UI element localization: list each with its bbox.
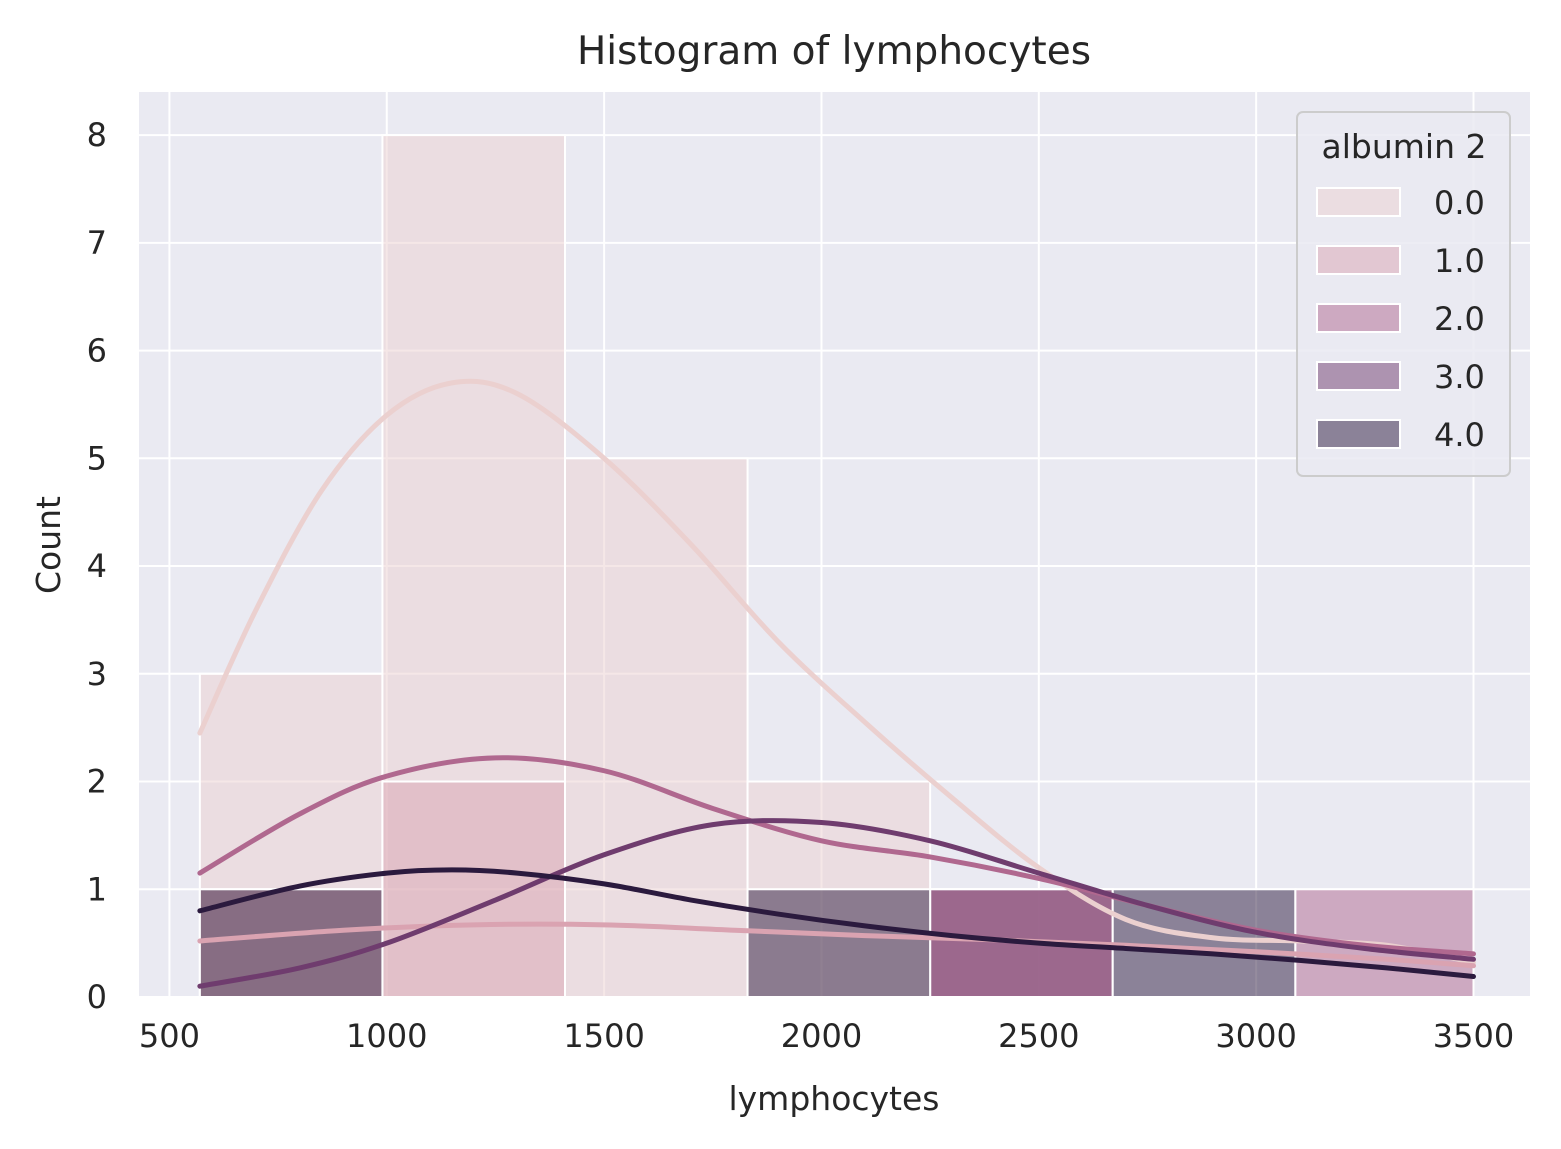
bar-albumin-1.0 <box>381 780 566 998</box>
bar-albumin-4.0 <box>1111 888 1297 998</box>
legend-swatch-3.0 <box>1316 361 1401 391</box>
kde-line-albumin-0.0 <box>197 378 1476 966</box>
legend-label: 2.0 <box>1434 300 1485 338</box>
y-tick-label: 6 <box>87 332 107 370</box>
y-tick-label: 3 <box>87 655 107 693</box>
legend-title: albumin 2 <box>1322 127 1487 166</box>
legend-label: 1.0 <box>1434 242 1485 280</box>
x-tick-label: 1000 <box>346 1017 427 1055</box>
kde-line-albumin-4.0 <box>197 867 1476 980</box>
x-tick-labels: 500 1000 1500 2000 2500 3000 3500 <box>139 1017 1514 1055</box>
legend: albumin 2 0.0 1.0 2.0 3.0 4.0 <box>1296 111 1511 477</box>
bar-albumin-0.0 <box>563 457 749 998</box>
y-tick-label: 2 <box>87 763 107 801</box>
x-tick-label: 500 <box>139 1017 200 1055</box>
chart-title: Histogram of lymphocytes <box>577 29 1091 74</box>
y-tick-label: 4 <box>87 547 107 585</box>
x-axis-label: lymphocytes <box>728 1079 939 1118</box>
bar-albumin-4.0 <box>746 888 932 998</box>
y-tick-label: 7 <box>87 224 107 262</box>
legend-label: 3.0 <box>1434 358 1485 396</box>
x-tick-label: 3500 <box>1433 1017 1514 1055</box>
legend-swatch-0.0 <box>1316 187 1401 217</box>
x-tick-label: 1500 <box>563 1017 644 1055</box>
x-tick-label: 3000 <box>1215 1017 1296 1055</box>
legend-swatch-1.0 <box>1316 245 1401 275</box>
y-tick-label: 0 <box>87 978 107 1016</box>
legend-swatch-2.0 <box>1316 303 1401 333</box>
kde-lines <box>197 378 1476 989</box>
y-tick-label: 1 <box>87 870 107 908</box>
legend-swatch-4.0 <box>1316 419 1401 449</box>
y-axis-label: Count <box>29 496 68 594</box>
y-tick-labels: 0 1 2 3 4 5 6 7 8 <box>87 116 107 1016</box>
legend-items: 0.0 1.0 2.0 3.0 4.0 <box>1316 184 1485 454</box>
y-tick-label: 8 <box>87 116 107 154</box>
x-tick-label: 2500 <box>998 1017 1079 1055</box>
legend-label: 0.0 <box>1434 184 1485 222</box>
x-tick-label: 2000 <box>781 1017 862 1055</box>
kde-line-albumin-3.0 <box>197 817 1476 989</box>
y-tick-label: 5 <box>87 439 107 477</box>
legend-label: 4.0 <box>1434 416 1485 454</box>
